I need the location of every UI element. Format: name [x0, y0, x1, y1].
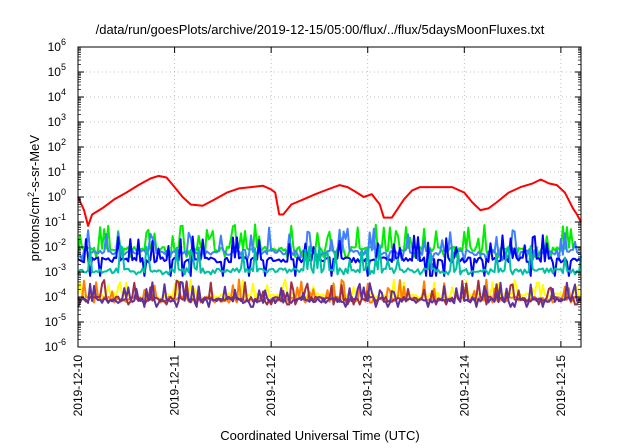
- x-axis-ticks: 2019-12-10 2019-12-11 2019-12-12 2019-12-13…: [71, 47, 568, 416]
- y-tick-label: 10-4: [45, 287, 66, 304]
- x-axis-label: Coordinated Universal Time (UTC): [220, 428, 420, 443]
- y-tick-label: 10-6: [45, 337, 66, 354]
- y-tick-label: 100: [48, 187, 66, 204]
- y-axis-ticks: 10-6 10-5 10-4 10-3 10-2 10-1 100 101 102 103 104 1…: [45, 37, 581, 354]
- y-tick-label: 10-2: [45, 237, 66, 254]
- y-tick-label: 105: [48, 62, 66, 79]
- series-group: [77, 174, 582, 308]
- x-tick-label: 2019-12-11: [168, 355, 182, 416]
- series-line-2: [77, 226, 582, 262]
- x-tick-label: 2019-12-12: [264, 355, 278, 417]
- y-tick-label: 10-5: [45, 312, 66, 329]
- y-tick-label: 101: [48, 162, 66, 179]
- x-tick-label: 2019-12-13: [361, 355, 375, 417]
- y-tick-label: 106: [48, 37, 66, 54]
- series-line-8: [77, 281, 582, 308]
- y-tick-label: 10-3: [45, 262, 66, 279]
- chart-title: /data/run/goesPlots/archive/2019-12-15/0…: [95, 22, 545, 37]
- series-line-4: [77, 244, 582, 276]
- x-tick-label: 2019-12-14: [457, 355, 471, 417]
- y-tick-label: 10-1: [45, 212, 66, 229]
- y-tick-label: 102: [48, 137, 66, 154]
- y-axis-label: protons/cm2-s-sr-MeV: [25, 134, 43, 262]
- x-tick-label: 2019-12-10: [71, 355, 85, 417]
- x-tick-label: 2019-12-15: [554, 355, 568, 417]
- y-tick-label: 104: [48, 87, 66, 104]
- y-tick-label: 103: [48, 112, 66, 129]
- series-line-0: [77, 174, 582, 227]
